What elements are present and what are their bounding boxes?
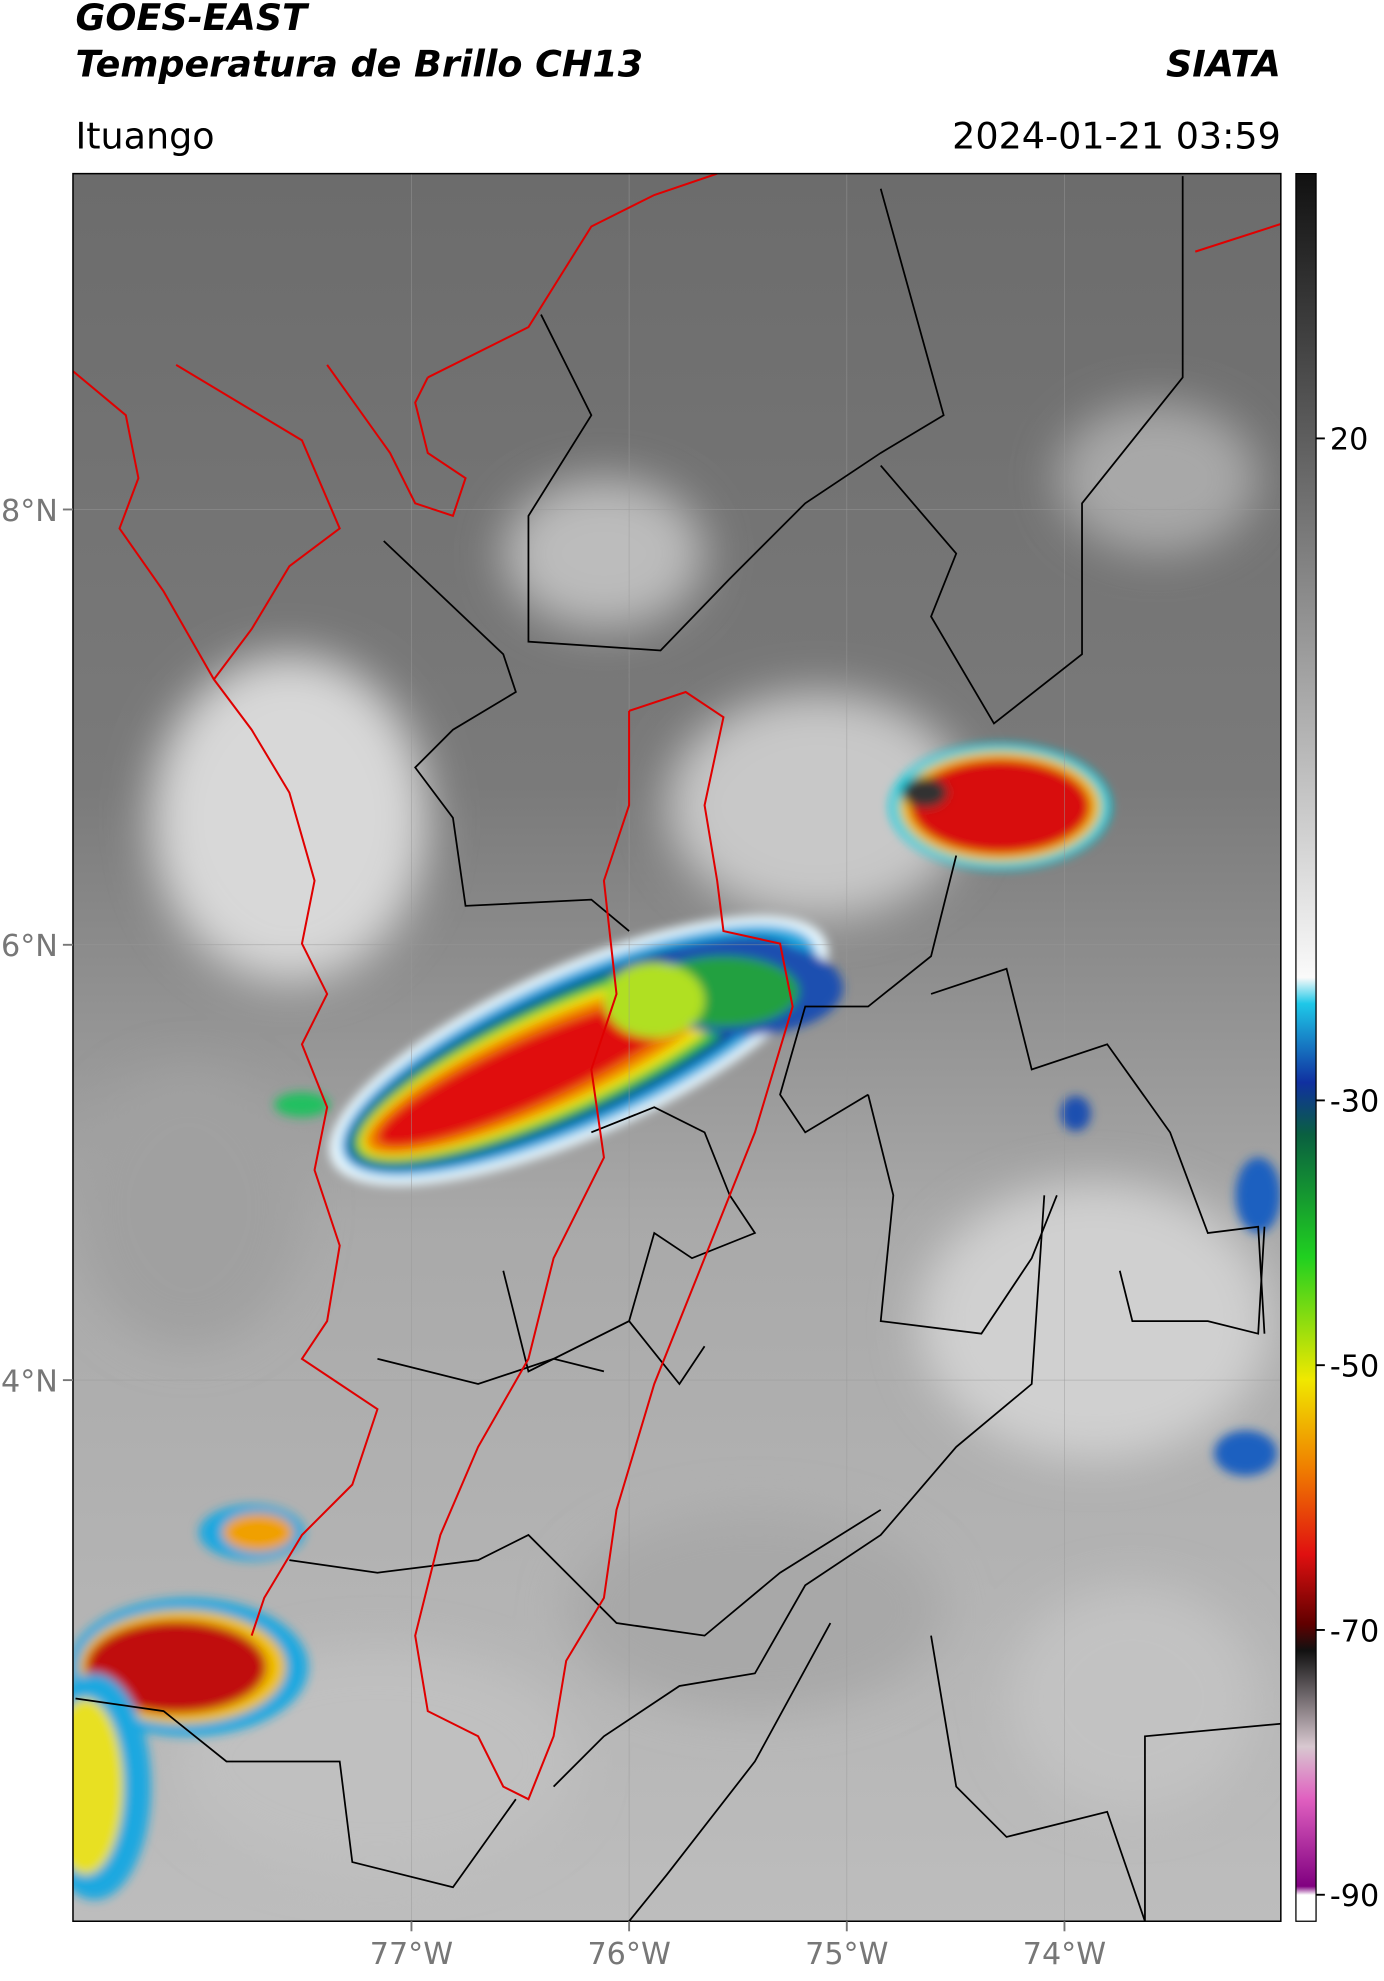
location: Ituango [75, 114, 214, 157]
y-tick-label: 6°N [1, 929, 58, 964]
x-tick-label: 75°W [805, 1937, 888, 1972]
x-tick-label: 74°W [1023, 1937, 1106, 1972]
map-frame [72, 172, 1282, 1922]
department-borders [75, 176, 1281, 1922]
colorbar-tick-label: -30 [1330, 1085, 1379, 1120]
title: GOES-EAST [75, 0, 310, 39]
datetime: 2024-01-21 03:59 [952, 114, 1281, 157]
brand: SIATA [1166, 43, 1281, 86]
x-tick-label: 77°W [370, 1937, 453, 1972]
clouds [75, 402, 1271, 1875]
grid [72, 173, 1281, 1922]
y-tick-label: 4°N [1, 1364, 58, 1399]
colorbar-tick-label: -70 [1330, 1614, 1379, 1649]
colorbar-tick-label: -50 [1330, 1350, 1379, 1385]
subtitle: Temperatura de Brillo CH13 [75, 43, 643, 86]
coastline-borders [72, 173, 1281, 1801]
colorbar-tick-label: -90 [1330, 1879, 1379, 1914]
colorbar [1295, 172, 1317, 1922]
y-tick-label: 8°N [1, 494, 58, 529]
colorbar-tick-label: 20 [1330, 423, 1368, 458]
map-image [72, 173, 1281, 1922]
storms [72, 743, 1281, 1900]
x-tick-label: 76°W [587, 1937, 670, 1972]
